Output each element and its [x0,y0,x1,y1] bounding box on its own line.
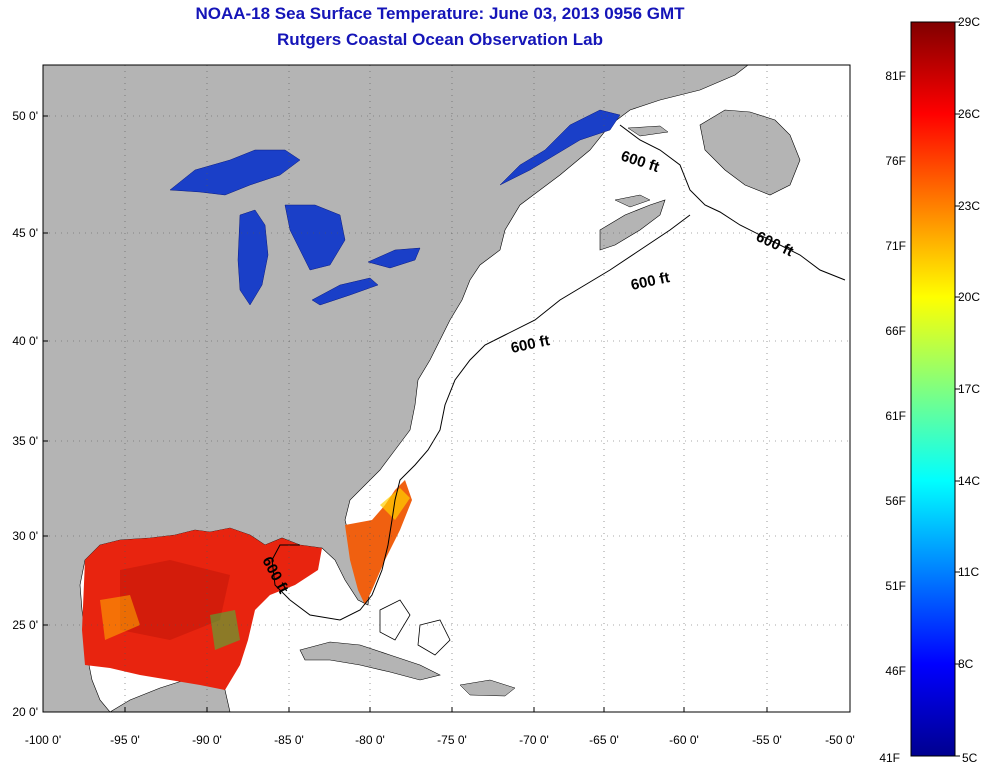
gulf-cool-patch-2 [210,610,240,650]
gulf-st-lawrence-sst [499,109,621,186]
colorbar-celsius-label: 26C [958,107,980,121]
lake-huron [284,204,346,271]
great-lakes-sst [169,109,621,306]
lake-ontario [367,247,421,269]
x-tick-label: -60 0' [669,733,699,747]
colorbar-fahrenheit-label: 66F [885,324,906,338]
map-subtitle: Rutgers Coastal Ocean Observation Lab [277,30,603,49]
x-tick-label: -100 0' [25,733,61,747]
y-tick-label: 45 0' [12,226,38,240]
colorbar-fahrenheit-label: 76F [885,154,906,168]
land-nova-scotia [599,199,666,251]
colorbar-celsius-label: 17C [958,382,980,396]
gulf-warm-patch [120,560,230,640]
colorbar-fahrenheit-label: 61F [885,409,906,423]
land-newfoundland [699,109,801,196]
colorbar-fahrenheit-label: 46F [885,664,906,678]
x-tick-label: -90 0' [192,733,222,747]
colorbar-celsius-label: 5C [962,751,978,765]
contour-600ft [271,124,846,621]
colorbar [910,21,956,757]
map-frame [42,64,851,713]
y-tick-label: 35 0' [12,434,38,448]
colorbar-celsius-label: 14C [958,474,980,488]
x-tick-label: -65 0' [589,733,619,747]
lake-superior [169,149,301,196]
land-pei [614,194,651,208]
bahamas-banks [379,599,451,656]
x-tick-label: -75 0' [437,733,467,747]
lake-erie [311,277,379,306]
colorbar-fahrenheit-label: 71F [885,239,906,253]
y-tick-label: 50 0' [12,109,38,123]
x-tick-label: -95 0' [110,733,140,747]
colorbar-celsius-label: 8C [958,657,974,671]
lake-michigan [237,209,269,306]
colorbar-fahrenheit-label: 81F [885,69,906,83]
land-cuba [299,641,441,681]
colorbar-celsius-label: 29C [958,15,980,29]
colorbar-ticks [955,21,960,757]
colorbar-celsius-label: 11C [958,565,979,579]
y-tick-label: 25 0' [12,618,38,632]
land-anticosti [627,125,669,137]
land-hispaniola [459,679,516,697]
y-tick-label: 30 0' [12,529,38,543]
x-tick-label: -55 0' [752,733,782,747]
graticule [43,65,850,712]
gulf-cool-patch [100,595,140,640]
x-tick-label: -80 0' [355,733,385,747]
y-tick-label: 40 0' [12,334,38,348]
colorbar-celsius-label: 20C [958,290,980,304]
colorbar-celsius-label: 23C [958,199,980,213]
map-title: NOAA-18 Sea Surface Temperature: June 03… [195,4,685,23]
tick-marks [42,115,851,713]
atlantic-florida-sst-cool [380,488,410,520]
colorbar-fahrenheit-label: 51F [885,579,906,593]
x-tick-label: -50 0' [825,733,855,747]
x-tick-label: -85 0' [274,733,304,747]
x-tick-label: -70 0' [519,733,549,747]
colorbar-fahrenheit-label: 56F [885,494,906,508]
y-tick-label: 20 0' [12,705,38,719]
colorbar-fahrenheit-label: 41F [879,751,900,765]
